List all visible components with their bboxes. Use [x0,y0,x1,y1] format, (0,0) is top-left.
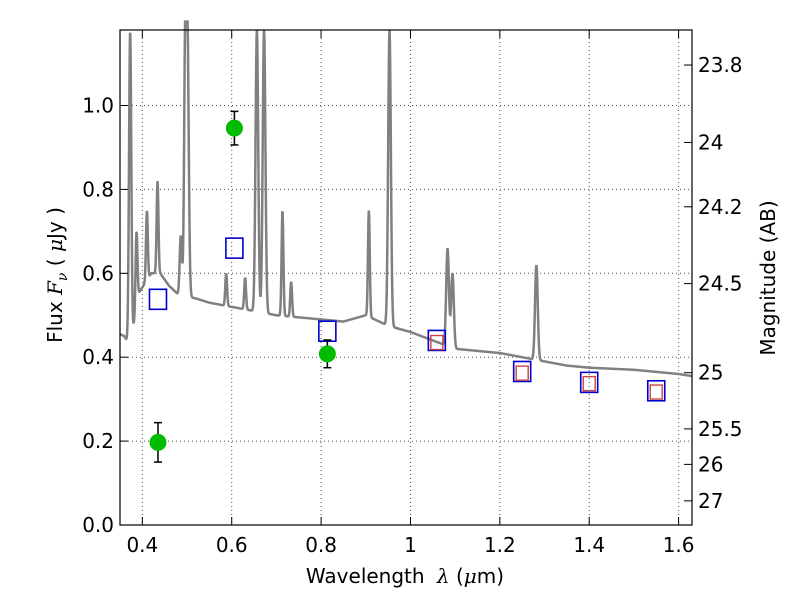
model-photometry-square [225,237,244,259]
model-photometry-square [646,379,666,402]
mag-tick-label: 24.2 [698,195,743,219]
y-tick-label: 0.4 [82,345,114,369]
x-tick-label: 1.6 [663,533,695,557]
x-tick-label: 1.4 [573,533,605,557]
mag-tick-label: 23.8 [698,53,743,77]
x-axis-label: Wavelength λ (μm) [306,564,504,588]
x-tick-label: 1 [404,533,417,557]
observed-photometry-point [149,433,167,451]
model-spectrum-line [119,20,693,378]
model-photometry-inner-square [649,384,663,400]
y-tick-label: 0.2 [82,429,114,453]
model-photometry-inner-square [582,375,596,392]
y-tick-label: 0.8 [82,177,114,201]
x-tick-label: 0.6 [216,533,248,557]
mag-tick-label: 25.5 [698,417,743,441]
y-axis-label: Flux Fν ( μJy ) [43,207,71,343]
observed-photometry-point [225,119,243,137]
grid-layer [120,30,692,525]
model-photometry-square [148,288,168,311]
y-tick-label: 0.0 [82,513,114,537]
model-photometry-inner-square [515,365,529,381]
mag-tick-label: 24.5 [698,272,743,296]
y-tick-label: 1.0 [82,94,114,118]
x-tick-label: 0.8 [305,533,337,557]
model-photometry-square [579,371,599,394]
mag-tick-label: 26 [698,452,723,476]
observed-photometry-point [318,345,336,363]
x-tick-label: 1.2 [484,533,516,557]
model-photometry-inner-square [430,334,444,351]
model-photometry-square [427,329,447,352]
marks-layer [148,110,666,463]
y2-axis-label: Magnitude (AB) [756,200,780,355]
y-tick-label: 0.6 [82,261,114,285]
mag-tick-label: 27 [698,489,723,513]
mag-tick-label: 25 [698,361,723,385]
mag-tick-label: 24 [698,130,723,154]
model-photometry-square [512,360,532,383]
plot-frame [119,29,693,526]
ticks-layer: 0.4 0.6 0.8 1 1.2 1.4 1.6 0.0 0.2 0.4 0.6 0.8 1.0 23.… [82,30,743,557]
x-tick-label: 0.4 [126,533,158,557]
